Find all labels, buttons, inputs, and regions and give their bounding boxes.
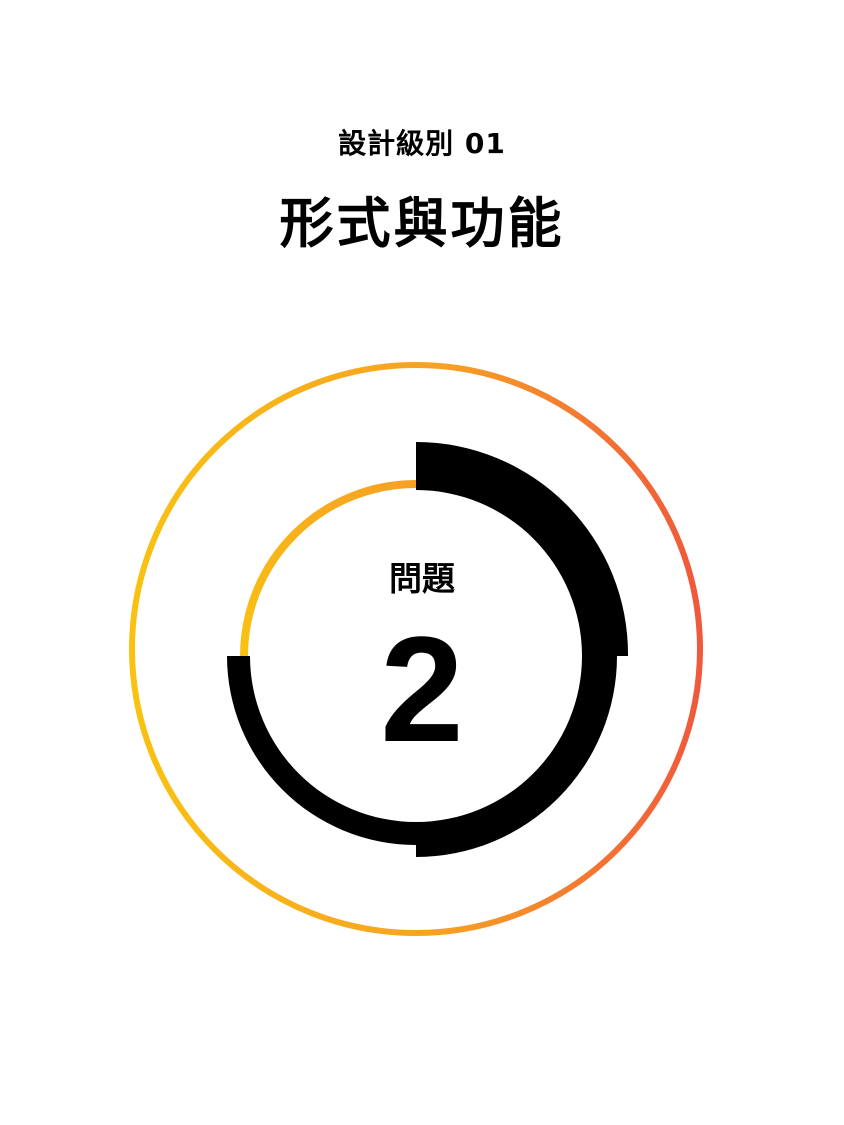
question-label: 問題 xyxy=(389,559,455,598)
inner-orange-arc xyxy=(240,480,417,657)
page-title: 形式與功能 xyxy=(279,192,565,255)
question-number: 2 xyxy=(380,605,464,773)
progress-arc-top-right xyxy=(416,441,629,656)
progress-arc-bottom xyxy=(227,656,617,857)
outer-gradient-ring xyxy=(129,362,703,936)
design-level-label: 設計級別 01 xyxy=(338,127,506,160)
